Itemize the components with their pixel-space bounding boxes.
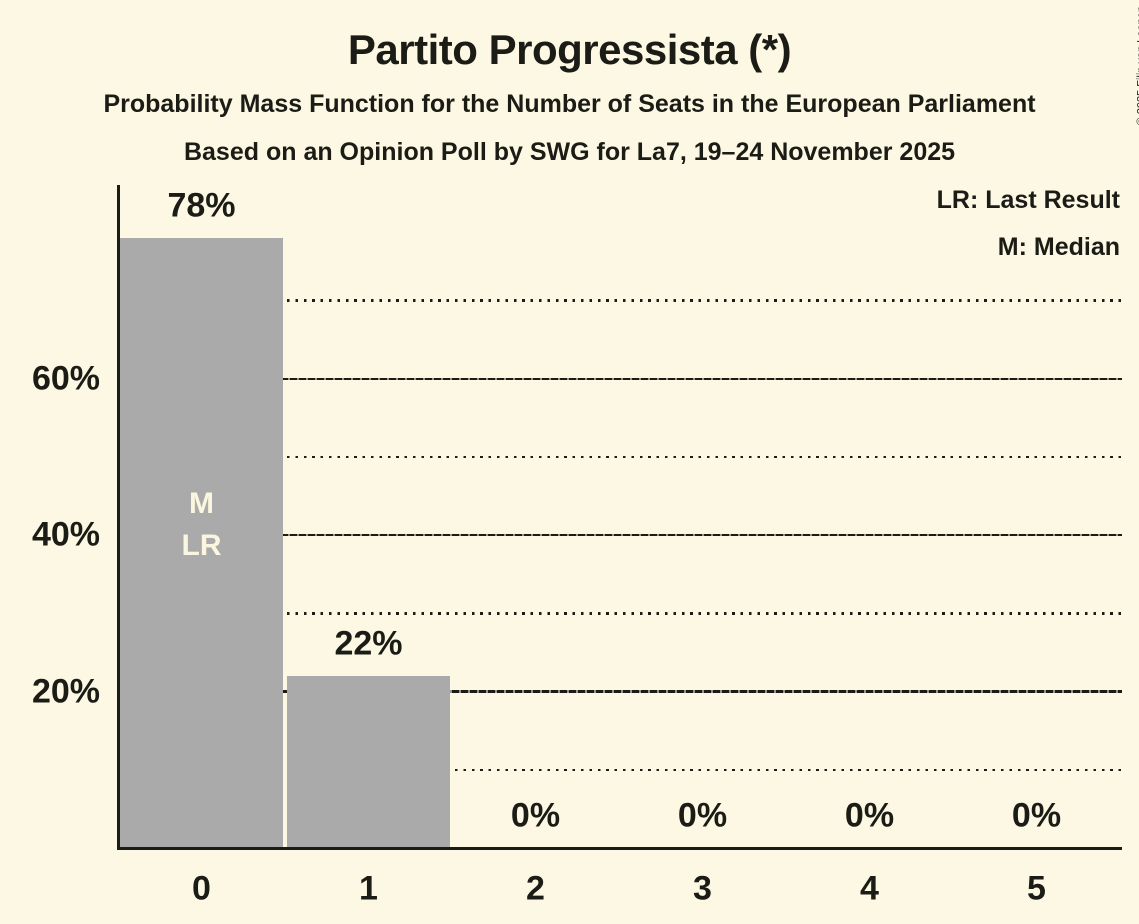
x-axis-tick-label: 2: [526, 869, 545, 908]
legend-median: M: Median: [997, 233, 1120, 261]
x-axis-line: [117, 847, 1122, 850]
y-axis-tick-label: 40%: [31, 515, 100, 554]
y-axis-line: [117, 185, 120, 850]
x-axis-tick-label: 5: [1027, 869, 1046, 908]
x-axis-tick-label: 3: [693, 869, 712, 908]
chart-poll-source: Based on an Opinion Poll by SWG for La7,…: [183, 138, 956, 166]
gridline-major-60pct: [119, 377, 1122, 381]
bar-value-label: 0%: [510, 796, 561, 835]
bar-value-label: 78%: [167, 186, 236, 225]
gridline-dotted-70pct: [119, 299, 1122, 302]
gridline-dotted-50pct: [119, 455, 1122, 459]
x-axis-tick-label: 1: [359, 869, 378, 908]
median-last-result-marker: M LR: [181, 487, 222, 562]
bar-value-label: 22%: [334, 624, 403, 663]
legend-last-result: LR: Last Result: [936, 186, 1120, 214]
chart-title: Partito Progressista (*): [347, 26, 792, 73]
bar-value-label: 0%: [1011, 796, 1062, 835]
bar-seats-1: [287, 675, 450, 848]
copyright-notice: © 2025 Filip van Laenen: [1135, 6, 1139, 125]
gridline-major-40pct: [119, 533, 1122, 537]
x-axis-tick-label: 0: [192, 869, 211, 908]
chart-subtitle: Probability Mass Function for the Number…: [103, 90, 1036, 118]
gridline-major-20pct: [119, 690, 1122, 693]
bar-value-label: 0%: [677, 796, 728, 835]
y-axis-tick-label: 60%: [31, 359, 100, 398]
y-axis-tick-label: 20%: [31, 672, 100, 711]
bar-seats-0: [120, 238, 283, 848]
x-axis-tick-label: 4: [860, 869, 879, 908]
gridline-dotted-30pct: [119, 612, 1122, 615]
bar-value-label: 0%: [844, 796, 895, 835]
gridline-dotted-10pct: [119, 768, 1122, 771]
